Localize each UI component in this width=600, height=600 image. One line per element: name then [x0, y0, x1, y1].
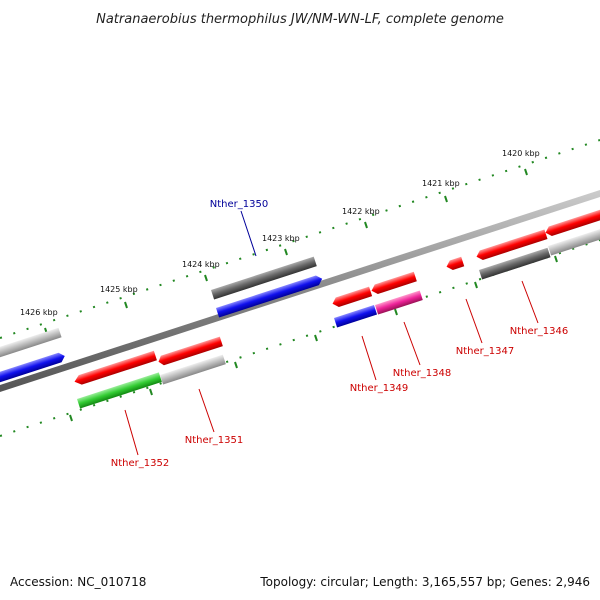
kbp-label: 1424 kbp	[182, 260, 220, 269]
gene-feature-blue-1350[interactable]	[216, 274, 324, 318]
gene-feature-blue-1349[interactable]	[334, 305, 378, 328]
tick-1423	[284, 248, 288, 256]
kbp-label: 1423 kbp	[262, 234, 300, 243]
leader-1352	[124, 409, 139, 456]
gene-feature-light-gray-right[interactable]	[548, 224, 600, 256]
gene-label-1347[interactable]: Nther_1347	[456, 346, 514, 357]
gene-feature-red-1346[interactable]	[475, 229, 548, 261]
kbp-label: 1420 kbp	[502, 149, 540, 158]
gene-feature-light-gray-mid[interactable]	[160, 354, 226, 385]
leader-1350	[240, 210, 257, 257]
tick-1421	[444, 195, 448, 203]
leader-1346	[521, 280, 539, 324]
lower-major-ticks	[69, 255, 558, 422]
gene-feature-dark-gray-1350[interactable]	[211, 256, 317, 300]
gene-feature-red-right[interactable]	[544, 206, 600, 237]
tick-1425	[124, 301, 128, 309]
gene-label-1348[interactable]: Nther_1348	[393, 368, 451, 379]
gene-feature-red-1349[interactable]	[331, 286, 373, 309]
leader-1348	[403, 321, 421, 366]
gene-feature-blue-left[interactable]	[0, 351, 66, 385]
gene-label-1349[interactable]: Nther_1349	[350, 383, 408, 394]
leader-1351	[198, 388, 215, 433]
gene-feature-red-1347[interactable]	[445, 256, 465, 272]
leader-1347	[465, 298, 483, 344]
gene-label-1350[interactable]: Nther_1350	[210, 199, 268, 210]
gene-feature-magenta-1348[interactable]	[375, 290, 423, 315]
gene-feature-red-1348[interactable]	[370, 271, 417, 296]
scale-labels: 1420 kbp 1421 kbp 1422 kbp 1423 kbp 1424…	[20, 149, 540, 317]
kbp-label: 1421 kbp	[422, 179, 460, 188]
gene-feature-red-1351[interactable]	[157, 336, 223, 367]
gene-feature-dark-gray-1346[interactable]	[479, 247, 551, 280]
tick-1420	[524, 168, 528, 176]
tick-1424	[204, 274, 208, 282]
kbp-label: 1425 kbp	[100, 285, 138, 294]
accession-text: Accession: NC_010718	[10, 575, 146, 589]
gene-label-1351[interactable]: Nther_1351	[185, 435, 243, 446]
gene-labels: Nther_1346 Nther_1347 Nther_1348 Nther_1…	[111, 199, 568, 469]
tick-1422	[364, 221, 368, 229]
gene-label-1346[interactable]: Nther_1346	[510, 326, 568, 337]
kbp-label: 1426 kbp	[20, 308, 58, 317]
kbp-label: 1422 kbp	[342, 207, 380, 216]
gene-label-1352[interactable]: Nther_1352	[111, 458, 169, 469]
gene-feature-red-1352[interactable]	[73, 350, 157, 387]
gene-feature-light-gray-left[interactable]	[0, 327, 62, 360]
upper-scale-line	[0, 139, 600, 339]
leader-1349	[361, 335, 377, 381]
upper-major-ticks	[44, 168, 528, 335]
label-leader-lines	[124, 210, 539, 456]
genome-info-text: Topology: circular; Length: 3,165,557 bp…	[259, 575, 590, 589]
gene-feature-green[interactable]	[77, 372, 162, 409]
map-title: Natranaerobius thermophilus JW/NM-WN-LF,…	[96, 12, 504, 27]
